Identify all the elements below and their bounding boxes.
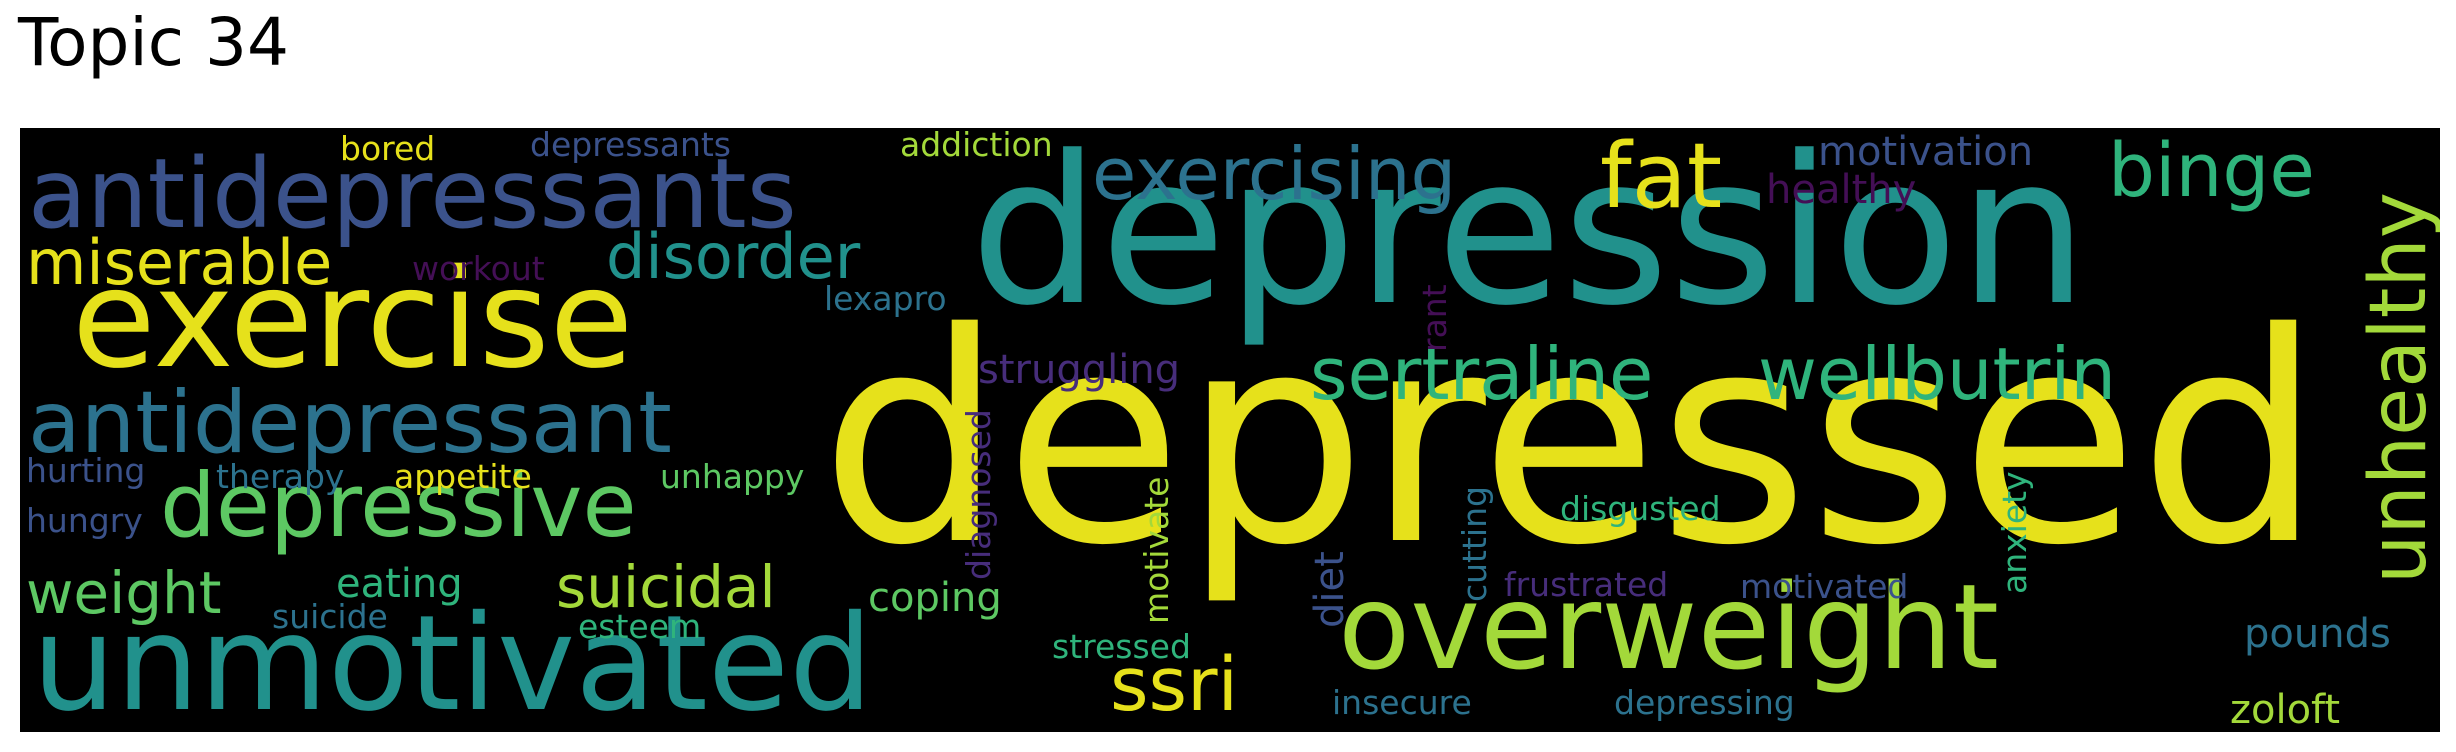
word-lexapro: lexapro — [824, 279, 947, 318]
word-exercising: exercising — [1092, 132, 1457, 216]
word-sertraline: sertraline — [1310, 332, 1654, 416]
word-exercise: exercise — [72, 241, 634, 399]
word-depression: depression — [970, 128, 2089, 351]
word-coping: coping — [868, 575, 1002, 621]
word-appetite: appetite — [394, 457, 532, 496]
word-unhealthy: unhealthy — [2354, 192, 2440, 584]
word-zoloft: zoloft — [2230, 687, 2341, 732]
word-cutting: cutting — [1455, 486, 1494, 602]
word-depressants: depressants — [530, 128, 731, 164]
word-workout: workout — [412, 249, 545, 288]
word-stressed: stressed — [1052, 627, 1191, 666]
word-rant: rant — [1415, 284, 1454, 352]
word-esteem: esteem — [578, 607, 702, 646]
word-unmotivated: unmotivated — [32, 587, 873, 732]
word-depressing: depressing — [1614, 683, 1795, 722]
word-motivated: motivated — [1740, 567, 1909, 606]
word-wellbutrin: wellbutrin — [1758, 332, 2116, 416]
word-diet: diet — [1307, 551, 1353, 628]
word-bored: bored — [340, 129, 436, 168]
word-suicide: suicide — [272, 597, 388, 636]
word-unhappy: unhappy — [660, 457, 805, 496]
word-addiction: addiction — [900, 128, 1053, 164]
word-pounds: pounds — [2244, 611, 2391, 657]
word-eating: eating — [336, 561, 463, 607]
word-depressed: depressed — [820, 272, 2323, 609]
word-motivation: motivation — [1818, 129, 2034, 175]
word-fat: fat — [1600, 128, 1723, 229]
word-ssri: ssri — [1110, 642, 1239, 728]
word-depressive: depressive — [160, 454, 637, 557]
word-miserable: miserable — [26, 226, 333, 299]
page-title: Topic 34 — [18, 4, 289, 81]
word-hungry: hungry — [26, 501, 143, 540]
word-hurting: hurting — [26, 451, 146, 490]
word-antidepressant: antidepressant — [28, 373, 672, 473]
word-disorder: disorder — [606, 220, 861, 293]
word-struggling: struggling — [978, 347, 1181, 393]
word-therapy: therapy — [216, 457, 345, 496]
word-weight: weight — [26, 559, 222, 627]
word-frustrated: frustrated — [1504, 565, 1669, 604]
word-disgusted: disgusted — [1560, 489, 1721, 528]
word-insecure: insecure — [1332, 683, 1472, 722]
word-motivate: motivate — [1137, 476, 1176, 624]
word-healthy: healthy — [1766, 167, 1917, 213]
word-cloud: depressed depression exercise unmotivate… — [20, 128, 2440, 732]
word-antidepressants: antidepressants — [28, 138, 797, 250]
word-anxiety: anxiety — [1995, 471, 2034, 594]
word-suicidal: suicidal — [556, 553, 776, 621]
word-binge: binge — [2108, 128, 2315, 214]
word-overweight: overweight — [1338, 558, 1999, 696]
word-diagnosed: diagnosed — [959, 409, 998, 580]
